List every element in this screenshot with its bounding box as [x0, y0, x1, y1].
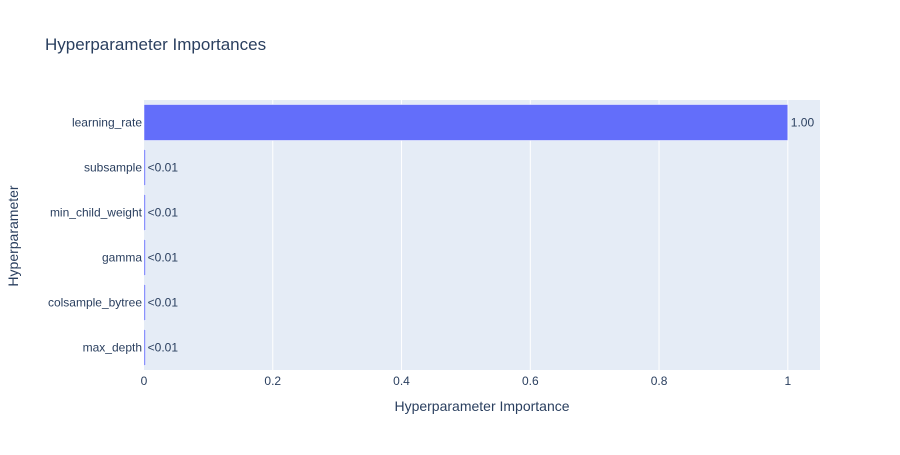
bar-max-depth[interactable] [143, 329, 146, 366]
bar-gamma[interactable] [143, 239, 146, 276]
grid-lines [272, 100, 789, 370]
y-category-label: min_child_weight [50, 206, 143, 220]
y-axis-title: Hyperparameter [5, 185, 21, 286]
bar-value-label: <0.01 [148, 341, 179, 355]
x-tick-label: 0 [141, 374, 148, 388]
y-category-label: subsample [84, 161, 142, 175]
plot-area [144, 100, 820, 370]
y-category-label: learning_rate [72, 116, 142, 130]
x-tick-label: 0.8 [651, 374, 668, 388]
bars [143, 104, 789, 366]
labels: 0 0.2 0.4 0.6 0.8 1 learning_rate 1.00 subsample… [48, 116, 815, 389]
x-tick-label: 0.6 [522, 374, 539, 388]
y-category-label: colsample_bytree [48, 296, 142, 310]
bar-subsample[interactable] [143, 149, 146, 186]
bar-learning-rate[interactable] [143, 104, 789, 141]
y-category-label: gamma [102, 251, 142, 265]
x-tick-label: 0.2 [264, 374, 281, 388]
bar-value-label: 1.00 [791, 116, 815, 130]
bar-value-label: <0.01 [148, 296, 179, 310]
bar-value-label: <0.01 [148, 206, 179, 220]
bar-colsample-bytree[interactable] [143, 284, 146, 321]
x-tick-label: 0.4 [393, 374, 410, 388]
bar-value-label: <0.01 [148, 161, 179, 175]
bar-min-child-weight[interactable] [143, 194, 146, 231]
chart-title: Hyperparameter Importances [45, 35, 266, 54]
x-tick-label: 1 [784, 374, 791, 388]
y-category-label: max_depth [83, 341, 142, 355]
bar-value-label: <0.01 [148, 251, 179, 265]
x-axis-title: Hyperparameter Importance [394, 398, 569, 414]
